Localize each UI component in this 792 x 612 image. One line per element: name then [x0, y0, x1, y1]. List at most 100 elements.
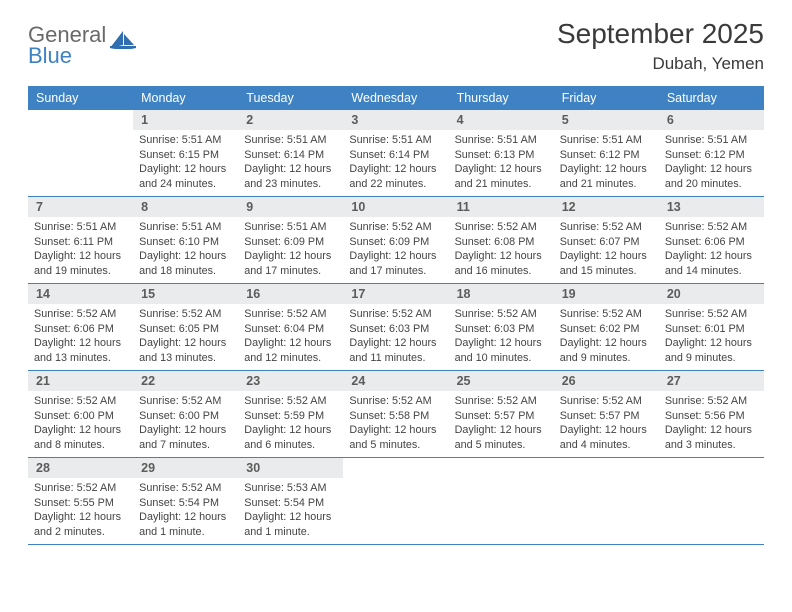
sunset-line: Sunset: 6:12 PM: [560, 148, 653, 163]
calendar: SundayMondayTuesdayWednesdayThursdayFrid…: [28, 86, 764, 545]
daylight-line: Daylight: 12 hours and 3 minutes.: [665, 423, 758, 452]
weekday-header: Monday: [133, 86, 238, 110]
calendar-day-cell: 7Sunrise: 5:51 AMSunset: 6:11 PMDaylight…: [28, 197, 133, 283]
sunset-line: Sunset: 6:13 PM: [455, 148, 548, 163]
day-details: Sunrise: 5:52 AMSunset: 5:56 PMDaylight:…: [659, 391, 764, 456]
day-details: Sunrise: 5:52 AMSunset: 6:07 PMDaylight:…: [554, 217, 659, 282]
day-details: Sunrise: 5:52 AMSunset: 5:54 PMDaylight:…: [133, 478, 238, 543]
calendar-day-cell: 3Sunrise: 5:51 AMSunset: 6:14 PMDaylight…: [343, 110, 448, 196]
daylight-line: Daylight: 12 hours and 9 minutes.: [665, 336, 758, 365]
day-number: 10: [343, 197, 448, 217]
sunset-line: Sunset: 6:09 PM: [244, 235, 337, 250]
calendar-day-cell: 27Sunrise: 5:52 AMSunset: 5:56 PMDayligh…: [659, 371, 764, 457]
calendar-day-cell: 8Sunrise: 5:51 AMSunset: 6:10 PMDaylight…: [133, 197, 238, 283]
daylight-line: Daylight: 12 hours and 13 minutes.: [139, 336, 232, 365]
sunset-line: Sunset: 5:59 PM: [244, 409, 337, 424]
daylight-line: Daylight: 12 hours and 1 minute.: [244, 510, 337, 539]
sunrise-line: Sunrise: 5:51 AM: [455, 133, 548, 148]
calendar-week-row: 1Sunrise: 5:51 AMSunset: 6:15 PMDaylight…: [28, 110, 764, 197]
daylight-line: Daylight: 12 hours and 1 minute.: [139, 510, 232, 539]
sunrise-line: Sunrise: 5:52 AM: [244, 394, 337, 409]
daylight-line: Daylight: 12 hours and 5 minutes.: [349, 423, 442, 452]
day-details: Sunrise: 5:52 AMSunset: 6:05 PMDaylight:…: [133, 304, 238, 369]
calendar-day-cell: 11Sunrise: 5:52 AMSunset: 6:08 PMDayligh…: [449, 197, 554, 283]
day-details: Sunrise: 5:52 AMSunset: 6:08 PMDaylight:…: [449, 217, 554, 282]
sunrise-line: Sunrise: 5:52 AM: [665, 220, 758, 235]
sunrise-line: Sunrise: 5:51 AM: [349, 133, 442, 148]
day-details: Sunrise: 5:51 AMSunset: 6:15 PMDaylight:…: [133, 130, 238, 195]
sunset-line: Sunset: 6:04 PM: [244, 322, 337, 337]
daylight-line: Daylight: 12 hours and 8 minutes.: [34, 423, 127, 452]
calendar-day-cell: 10Sunrise: 5:52 AMSunset: 6:09 PMDayligh…: [343, 197, 448, 283]
calendar-day-cell: 14Sunrise: 5:52 AMSunset: 6:06 PMDayligh…: [28, 284, 133, 370]
daylight-line: Daylight: 12 hours and 21 minutes.: [455, 162, 548, 191]
day-number: 21: [28, 371, 133, 391]
sunset-line: Sunset: 6:03 PM: [455, 322, 548, 337]
calendar-day-cell: [659, 458, 764, 544]
sunrise-line: Sunrise: 5:52 AM: [455, 394, 548, 409]
day-details: Sunrise: 5:52 AMSunset: 6:03 PMDaylight:…: [343, 304, 448, 369]
calendar-day-cell: 25Sunrise: 5:52 AMSunset: 5:57 PMDayligh…: [449, 371, 554, 457]
calendar-day-cell: [343, 458, 448, 544]
sunrise-line: Sunrise: 5:52 AM: [665, 394, 758, 409]
calendar-week-row: 21Sunrise: 5:52 AMSunset: 6:00 PMDayligh…: [28, 371, 764, 458]
sunset-line: Sunset: 5:55 PM: [34, 496, 127, 511]
day-details: Sunrise: 5:52 AMSunset: 6:06 PMDaylight:…: [28, 304, 133, 369]
daylight-line: Daylight: 12 hours and 22 minutes.: [349, 162, 442, 191]
sunset-line: Sunset: 5:54 PM: [244, 496, 337, 511]
weekday-header: Saturday: [659, 86, 764, 110]
sunset-line: Sunset: 6:09 PM: [349, 235, 442, 250]
day-details: Sunrise: 5:51 AMSunset: 6:13 PMDaylight:…: [449, 130, 554, 195]
day-details: Sunrise: 5:53 AMSunset: 5:54 PMDaylight:…: [238, 478, 343, 543]
day-details: Sunrise: 5:52 AMSunset: 5:55 PMDaylight:…: [28, 478, 133, 543]
calendar-day-cell: 24Sunrise: 5:52 AMSunset: 5:58 PMDayligh…: [343, 371, 448, 457]
daylight-line: Daylight: 12 hours and 7 minutes.: [139, 423, 232, 452]
header: General Blue September 2025 Dubah, Yemen: [28, 18, 764, 74]
day-details: Sunrise: 5:51 AMSunset: 6:09 PMDaylight:…: [238, 217, 343, 282]
sunrise-line: Sunrise: 5:52 AM: [665, 307, 758, 322]
sunset-line: Sunset: 6:07 PM: [560, 235, 653, 250]
sunset-line: Sunset: 6:06 PM: [34, 322, 127, 337]
sunrise-line: Sunrise: 5:52 AM: [455, 220, 548, 235]
logo-word2: Blue: [28, 45, 106, 67]
sunrise-line: Sunrise: 5:51 AM: [244, 220, 337, 235]
day-number: 22: [133, 371, 238, 391]
calendar-day-cell: [554, 458, 659, 544]
daylight-line: Daylight: 12 hours and 16 minutes.: [455, 249, 548, 278]
day-number: 13: [659, 197, 764, 217]
day-details: Sunrise: 5:51 AMSunset: 6:12 PMDaylight:…: [554, 130, 659, 195]
day-details: Sunrise: 5:51 AMSunset: 6:11 PMDaylight:…: [28, 217, 133, 282]
day-details: Sunrise: 5:52 AMSunset: 5:59 PMDaylight:…: [238, 391, 343, 456]
sunset-line: Sunset: 6:03 PM: [349, 322, 442, 337]
daylight-line: Daylight: 12 hours and 21 minutes.: [560, 162, 653, 191]
daylight-line: Daylight: 12 hours and 14 minutes.: [665, 249, 758, 278]
sunrise-line: Sunrise: 5:52 AM: [455, 307, 548, 322]
sunset-line: Sunset: 5:58 PM: [349, 409, 442, 424]
day-number: 12: [554, 197, 659, 217]
calendar-day-cell: 12Sunrise: 5:52 AMSunset: 6:07 PMDayligh…: [554, 197, 659, 283]
day-details: Sunrise: 5:52 AMSunset: 6:06 PMDaylight:…: [659, 217, 764, 282]
location: Dubah, Yemen: [557, 54, 764, 74]
sunset-line: Sunset: 6:00 PM: [34, 409, 127, 424]
day-number: 1: [133, 110, 238, 130]
calendar-day-cell: 20Sunrise: 5:52 AMSunset: 6:01 PMDayligh…: [659, 284, 764, 370]
sunset-line: Sunset: 6:01 PM: [665, 322, 758, 337]
day-number: 30: [238, 458, 343, 478]
sunrise-line: Sunrise: 5:52 AM: [34, 307, 127, 322]
sunrise-line: Sunrise: 5:52 AM: [139, 481, 232, 496]
calendar-day-cell: 2Sunrise: 5:51 AMSunset: 6:14 PMDaylight…: [238, 110, 343, 196]
day-number: 25: [449, 371, 554, 391]
calendar-day-cell: 30Sunrise: 5:53 AMSunset: 5:54 PMDayligh…: [238, 458, 343, 544]
weekday-header: Tuesday: [238, 86, 343, 110]
sunrise-line: Sunrise: 5:51 AM: [244, 133, 337, 148]
day-number: 26: [554, 371, 659, 391]
calendar-day-cell: 19Sunrise: 5:52 AMSunset: 6:02 PMDayligh…: [554, 284, 659, 370]
calendar-day-cell: 16Sunrise: 5:52 AMSunset: 6:04 PMDayligh…: [238, 284, 343, 370]
day-details: Sunrise: 5:52 AMSunset: 5:57 PMDaylight:…: [554, 391, 659, 456]
day-number: 19: [554, 284, 659, 304]
sunset-line: Sunset: 6:06 PM: [665, 235, 758, 250]
calendar-day-cell: 29Sunrise: 5:52 AMSunset: 5:54 PMDayligh…: [133, 458, 238, 544]
daylight-line: Daylight: 12 hours and 5 minutes.: [455, 423, 548, 452]
sunrise-line: Sunrise: 5:53 AM: [244, 481, 337, 496]
sunset-line: Sunset: 5:56 PM: [665, 409, 758, 424]
